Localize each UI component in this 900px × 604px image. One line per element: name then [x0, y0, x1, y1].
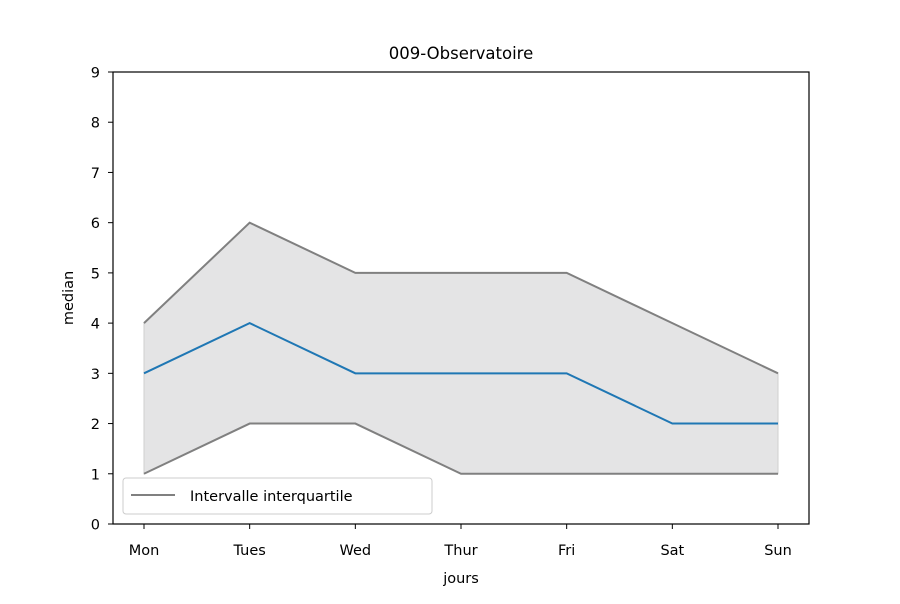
y-tick-label: 1	[91, 467, 100, 483]
x-tick-label: Sat	[660, 543, 684, 559]
x-tick-label: Sun	[764, 543, 792, 559]
y-tick-label: 7	[91, 166, 100, 182]
y-tick-label: 2	[91, 417, 100, 433]
x-tick-label: Mon	[129, 543, 160, 559]
x-tick-label: Thur	[443, 543, 477, 559]
y-tick-label: 8	[91, 116, 100, 132]
chart-title: 009-Observatoire	[389, 44, 534, 63]
y-tick-label: 3	[91, 367, 100, 383]
x-axis-label: jours	[442, 571, 479, 587]
y-tick-label: 6	[91, 216, 100, 232]
x-tick-label: Fri	[558, 543, 575, 559]
y-axis-label: median	[61, 271, 77, 325]
legend-label: Intervalle interquartile	[190, 489, 353, 505]
x-tick-label: Wed	[340, 543, 372, 559]
y-tick-label: 4	[91, 317, 100, 333]
y-tick-label: 9	[91, 66, 100, 82]
x-tick-label: Tues	[233, 543, 266, 559]
legend: Intervalle interquartile	[123, 478, 432, 514]
y-tick-label: 0	[91, 518, 100, 534]
y-tick-label: 5	[91, 266, 100, 282]
